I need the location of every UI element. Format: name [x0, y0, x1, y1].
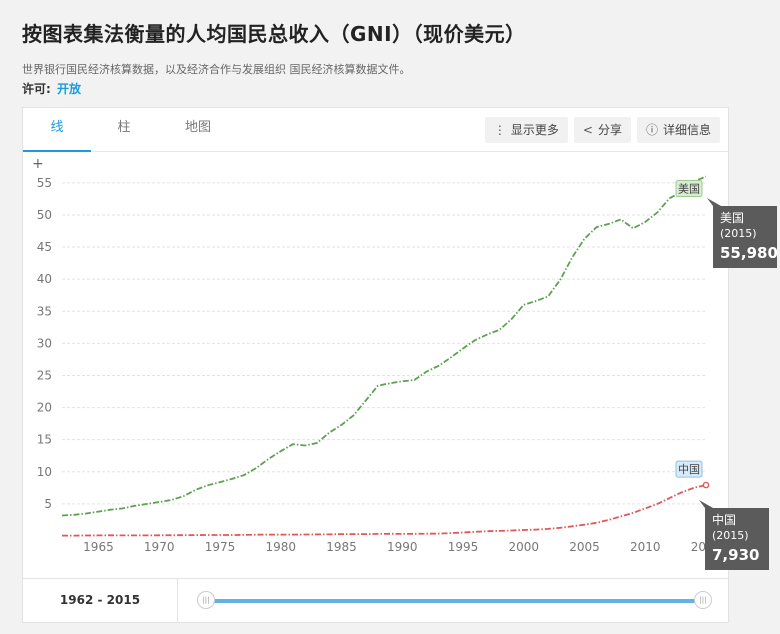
callout-year: (2015): [720, 227, 757, 240]
series-layer: [61, 175, 710, 537]
x-tick-label: 1990: [387, 540, 418, 554]
series-name-tag-bg: [675, 460, 703, 478]
callout-value: 55,980: [720, 244, 778, 262]
series-end-point: [702, 481, 710, 489]
share-label: 分享: [597, 123, 622, 137]
zoom-plus-icon[interactable]: +: [32, 156, 44, 172]
tab-bar[interactable]: 柱: [117, 120, 131, 135]
vertical-dots-icon: ⋮: [493, 123, 506, 137]
x-tick-label: 1970: [144, 540, 175, 554]
license-label: 许可:: [22, 82, 51, 96]
x-tick-label: 1965: [83, 540, 114, 554]
x-axis-ticks: 1965 1970 1975 1980 1985 1990 1995 2000 2005 2010…: [83, 540, 721, 554]
source-note: 世界银行国民经济核算数据，以及经济合作与发展组织 国民经济核算数据文件。: [22, 63, 411, 76]
y-axis-ticks: 5 10 15 20 25 30 35 40 45 50 55: [37, 176, 52, 511]
callout-pointer: [699, 500, 713, 508]
share-icon: <: [582, 123, 593, 137]
y-tick-label: 5: [44, 497, 52, 511]
series-name-tag-bg: [675, 180, 703, 198]
share-button[interactable]: < 分享: [573, 117, 631, 143]
range-label: 1962 - 2015: [23, 579, 178, 622]
y-tick-label: 45: [37, 240, 52, 254]
y-tick-label: 20: [37, 401, 52, 415]
license-link[interactable]: 开放: [57, 82, 82, 96]
x-tick-label: 1985: [326, 540, 357, 554]
grid-layer: [62, 182, 706, 505]
y-tick-label: 10: [37, 465, 52, 479]
x-tick-label: 2005: [569, 540, 600, 554]
callout-value: 7,930: [712, 546, 759, 564]
x-tick-label: 2000: [508, 540, 539, 554]
y-tick-label: 35: [37, 304, 52, 318]
info-icon: ⓘ: [645, 123, 658, 137]
callout-name: 中国: [712, 512, 736, 527]
x-tick-label: 2010: [630, 540, 661, 554]
show-more-button[interactable]: ⋮ 显示更多: [484, 117, 568, 143]
details-button[interactable]: ⓘ 详细信息: [636, 117, 720, 143]
range-selector: 1962 - 2015 ||| |||: [22, 579, 729, 623]
callout-pointer: [707, 198, 721, 206]
tab-line[interactable]: 线: [23, 108, 91, 152]
series-name-tag: 中国: [678, 463, 700, 476]
tab-map[interactable]: 地图: [184, 120, 211, 135]
y-tick-label: 15: [37, 433, 52, 447]
x-tick-label: 1975: [205, 540, 236, 554]
y-tick-label: 25: [37, 368, 52, 382]
callout-year: (2015): [712, 529, 749, 542]
license-row: 许可: 开放: [22, 80, 81, 97]
show-more-label: 显示更多: [510, 123, 559, 137]
x-tick-label: 1980: [265, 540, 296, 554]
y-tick-label: 55: [37, 176, 52, 190]
x-tick-label: 1995: [448, 540, 479, 554]
range-slider-track[interactable]: [205, 599, 705, 603]
y-tick-label: 30: [37, 336, 52, 350]
series-line-usa: [61, 175, 707, 517]
y-tick-label: 40: [37, 272, 52, 286]
details-label: 详细信息: [662, 123, 711, 137]
y-tick-label: 50: [37, 208, 52, 222]
range-end-handle[interactable]: |||: [694, 591, 712, 609]
chart-tools: ⋮ 显示更多 < 分享 ⓘ 详细信息: [479, 117, 720, 143]
callout-box: [713, 206, 777, 268]
callout-name: 美国: [720, 211, 744, 225]
range-start-handle[interactable]: |||: [197, 591, 215, 609]
series-name-tag: 美国: [678, 183, 700, 196]
callout-box: [705, 508, 769, 570]
series-line-china: [62, 484, 707, 537]
page-title: 按图表集法衡量的人均国民总收入（GNI）（现价美元）: [22, 22, 526, 46]
chart-tabs: 线 柱 地图 ⋮ 显示更多 < 分享 ⓘ 详细信息: [23, 108, 728, 152]
